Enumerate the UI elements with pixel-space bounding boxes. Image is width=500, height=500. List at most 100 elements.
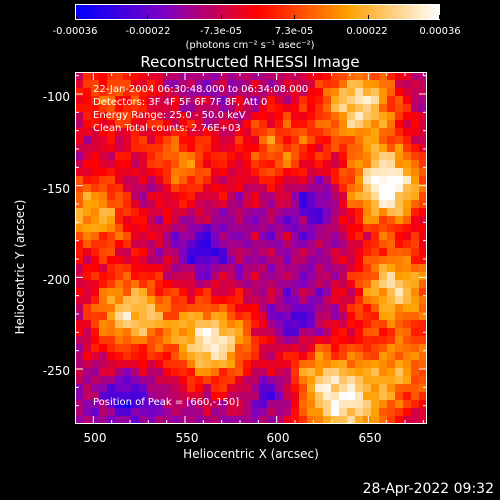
heatmap-cell [91, 136, 100, 145]
heatmap-cell [411, 320, 420, 329]
heatmap-cell [291, 160, 300, 169]
heatmap-cell [179, 240, 188, 249]
heatmap-cell [363, 416, 372, 425]
heatmap-cell [347, 192, 356, 201]
heatmap-cell [147, 96, 156, 105]
heatmap-cell [155, 176, 164, 185]
heatmap-cell [339, 160, 348, 169]
heatmap-cell [395, 328, 404, 337]
heatmap-cell [403, 392, 412, 401]
heatmap-cell [155, 312, 164, 321]
heatmap-cell [347, 216, 356, 225]
heatmap-cell [275, 136, 284, 145]
heatmap-cell [171, 160, 180, 169]
heatmap-cell [379, 408, 388, 417]
heatmap-cell [419, 144, 428, 153]
heatmap-cell [123, 408, 132, 417]
heatmap-cell [211, 360, 220, 369]
heatmap-cell [211, 96, 220, 105]
heatmap-cell [139, 88, 148, 97]
heatmap-cell [123, 80, 132, 89]
heatmap-cell [267, 96, 276, 105]
heatmap-cell [411, 72, 420, 81]
heatmap-cell [195, 264, 204, 273]
heatmap-cell [243, 112, 252, 121]
heatmap-cell [315, 280, 324, 289]
heatmap-cell [379, 320, 388, 329]
heatmap-cell [243, 200, 252, 209]
heatmap-cell [411, 368, 420, 377]
heatmap-cell [251, 208, 260, 217]
heatmap-cell [307, 304, 316, 313]
heatmap-cell [275, 408, 284, 417]
heatmap-cell [123, 376, 132, 385]
heatmap-cell [123, 392, 132, 401]
heatmap-cell [131, 232, 140, 241]
heatmap-cell [187, 160, 196, 169]
heatmap-cell [315, 128, 324, 137]
heatmap-cell [107, 392, 116, 401]
heatmap-cell [115, 224, 124, 233]
heatmap-cell [323, 264, 332, 273]
heatmap-cell [179, 248, 188, 257]
heatmap-cell [299, 216, 308, 225]
heatmap-cell [307, 312, 316, 321]
heatmap-cell [299, 376, 308, 385]
heatmap-cell [243, 224, 252, 233]
heatmap-cell [347, 296, 356, 305]
heatmap-cell [267, 104, 276, 113]
heatmap-cell [243, 192, 252, 201]
heatmap-cell [227, 88, 236, 97]
heatmap-cell [379, 184, 388, 193]
heatmap-cell [75, 200, 84, 209]
heatmap-cell [83, 200, 92, 209]
heatmap-cell [419, 120, 428, 129]
heatmap-cell [187, 264, 196, 273]
heatmap-cell [235, 72, 244, 81]
heatmap-cell [75, 216, 84, 225]
heatmap-cell [195, 344, 204, 353]
heatmap-cell [115, 112, 124, 121]
heatmap-cell [275, 128, 284, 137]
heatmap-cell [315, 328, 324, 337]
heatmap-cell [259, 312, 268, 321]
heatmap-cell [147, 256, 156, 265]
heatmap-cell [259, 376, 268, 385]
heatmap-cell [347, 408, 356, 417]
heatmap-cell [131, 416, 140, 425]
heatmap-cell [299, 400, 308, 409]
heatmap-cell [203, 376, 212, 385]
heatmap-cell [83, 256, 92, 265]
heatmap-cell [203, 272, 212, 281]
heatmap-cell [203, 192, 212, 201]
heatmap-cell [131, 104, 140, 113]
heatmap-cell [131, 240, 140, 249]
heatmap-cell [195, 240, 204, 249]
heatmap-cell [195, 192, 204, 201]
heatmap-cell [155, 296, 164, 305]
heatmap-cell [123, 344, 132, 353]
heatmap-cell [331, 200, 340, 209]
heatmap-cell [195, 120, 204, 129]
heatmap-cell [243, 240, 252, 249]
heatmap-cell [251, 360, 260, 369]
heatmap-cell [179, 328, 188, 337]
heatmap-cell [243, 336, 252, 345]
heatmap-cell [331, 152, 340, 161]
heatmap-cell [339, 360, 348, 369]
heatmap-cell [259, 72, 268, 81]
heatmap-cell [411, 160, 420, 169]
heatmap-cell [219, 96, 228, 105]
heatmap-cell [187, 376, 196, 385]
heatmap-cell [171, 400, 180, 409]
heatmap-cell [227, 240, 236, 249]
heatmap-cell [291, 120, 300, 129]
heatmap-cell [211, 336, 220, 345]
heatmap-cell [291, 344, 300, 353]
heatmap-cell [211, 400, 220, 409]
heatmap-cell [347, 80, 356, 89]
heatmap-cell [203, 208, 212, 217]
heatmap-cell [163, 264, 172, 273]
heatmap-cell [387, 240, 396, 249]
heatmap-cell [171, 80, 180, 89]
